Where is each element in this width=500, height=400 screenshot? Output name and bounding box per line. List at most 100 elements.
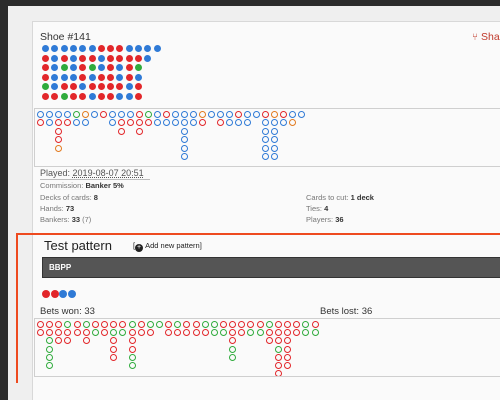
big-road-dot [116,64,124,72]
big-road-dot [116,73,124,81]
big-road-dot [79,64,87,72]
road-circle [181,111,188,118]
road-circle [145,111,152,118]
big-road-dot [107,93,115,100]
pattern-sequence-dot [42,290,50,298]
result-circle [128,353,136,361]
big-road-dot [42,54,49,62]
commission-label: Commission: [40,181,84,190]
result-circle [220,329,227,337]
cut-value: 1 deck [350,193,374,202]
result-circle [311,321,319,328]
result-circle [46,329,54,337]
result-circle [302,329,310,337]
big-road-dot [135,64,142,72]
road-circle [127,111,134,118]
road-circle [226,119,233,127]
result-circle [247,329,255,337]
road-circle [226,111,233,118]
big-road-dot [88,93,96,100]
road-circle [109,119,116,127]
pattern-input[interactable]: BBPP [42,257,500,278]
big-road-dot [42,45,49,52]
road-circle [271,127,278,135]
big-road-dot [42,64,49,72]
result-circle [229,329,237,337]
result-circle [174,321,182,328]
result-circle [128,329,136,337]
big-road-dot [69,93,77,100]
big-road-dot [135,45,142,52]
big-road-dot [51,45,59,52]
result-circle [101,321,109,328]
road-circle [199,119,206,127]
add-pattern-link[interactable]: [+ Add new pattern] [133,241,202,252]
result-circle [37,329,44,337]
road-circle [163,111,170,118]
played-row: Played: 2019-08-07 20:51 [40,168,144,178]
result-circle [110,353,118,361]
road-circle [244,111,251,118]
result-circle [110,345,118,353]
big-road-dot [51,64,59,72]
result-circle [46,362,54,369]
big-road-dot [60,83,68,91]
big-road-dot [69,64,77,72]
big-road-dot [42,83,49,91]
road-circle [46,119,53,127]
big-road-dot [116,54,124,62]
big-road-dot [60,64,68,72]
result-circle [284,353,292,361]
road-circle [244,119,251,127]
big-road-dot [135,83,142,91]
big-road-dot [79,54,87,62]
big-road-dot [135,73,142,81]
bets-lost-label: Bets lost: [320,306,360,317]
big-road-dot [88,64,96,72]
big-road-dot [69,73,77,81]
result-circle [110,337,118,345]
road-circle [46,111,53,118]
road-circle [217,119,224,127]
bets-won-value: 33 [84,306,95,317]
road-circle [118,111,125,118]
result-circle [146,321,154,328]
road-circle [262,153,269,160]
road-circle [127,119,134,127]
bankers-label: Bankers: [40,215,70,224]
players-row: Players: 36 [306,215,344,224]
add-pattern-label: Add new pattern] [145,241,202,250]
result-circle [82,337,90,345]
result-circle [274,353,282,361]
result-divider-left [34,318,35,376]
players-label: Players: [306,215,334,224]
share-label: Sha [481,31,500,43]
bets-lost-row: Bets lost: 36 [320,306,372,317]
road-circle [208,111,215,118]
road-circle [154,119,161,127]
result-circle [311,329,319,337]
share-button[interactable]: ⑂ Sha [472,31,500,43]
result-circle [284,362,292,369]
result-circle [192,321,200,328]
road-circle [262,119,269,127]
big-road-dot [97,64,105,72]
result-circle [128,362,136,369]
result-circle [183,329,191,337]
result-circle [274,345,282,353]
road-circle [172,111,179,118]
road-circle [82,111,89,118]
road-circle [181,119,188,127]
result-circle [293,321,301,328]
road-circle [109,111,116,118]
players-value: 36 [335,215,344,224]
result-divider-top [34,318,500,319]
big-road-dot [51,73,59,81]
result-circle [256,321,264,328]
result-circle [201,321,209,328]
big-road-dot [69,45,77,52]
road-circle [172,119,179,127]
big-road-dot [135,54,142,62]
shoe-title: Shoe #141 [40,31,91,43]
big-road-dot [97,54,105,62]
